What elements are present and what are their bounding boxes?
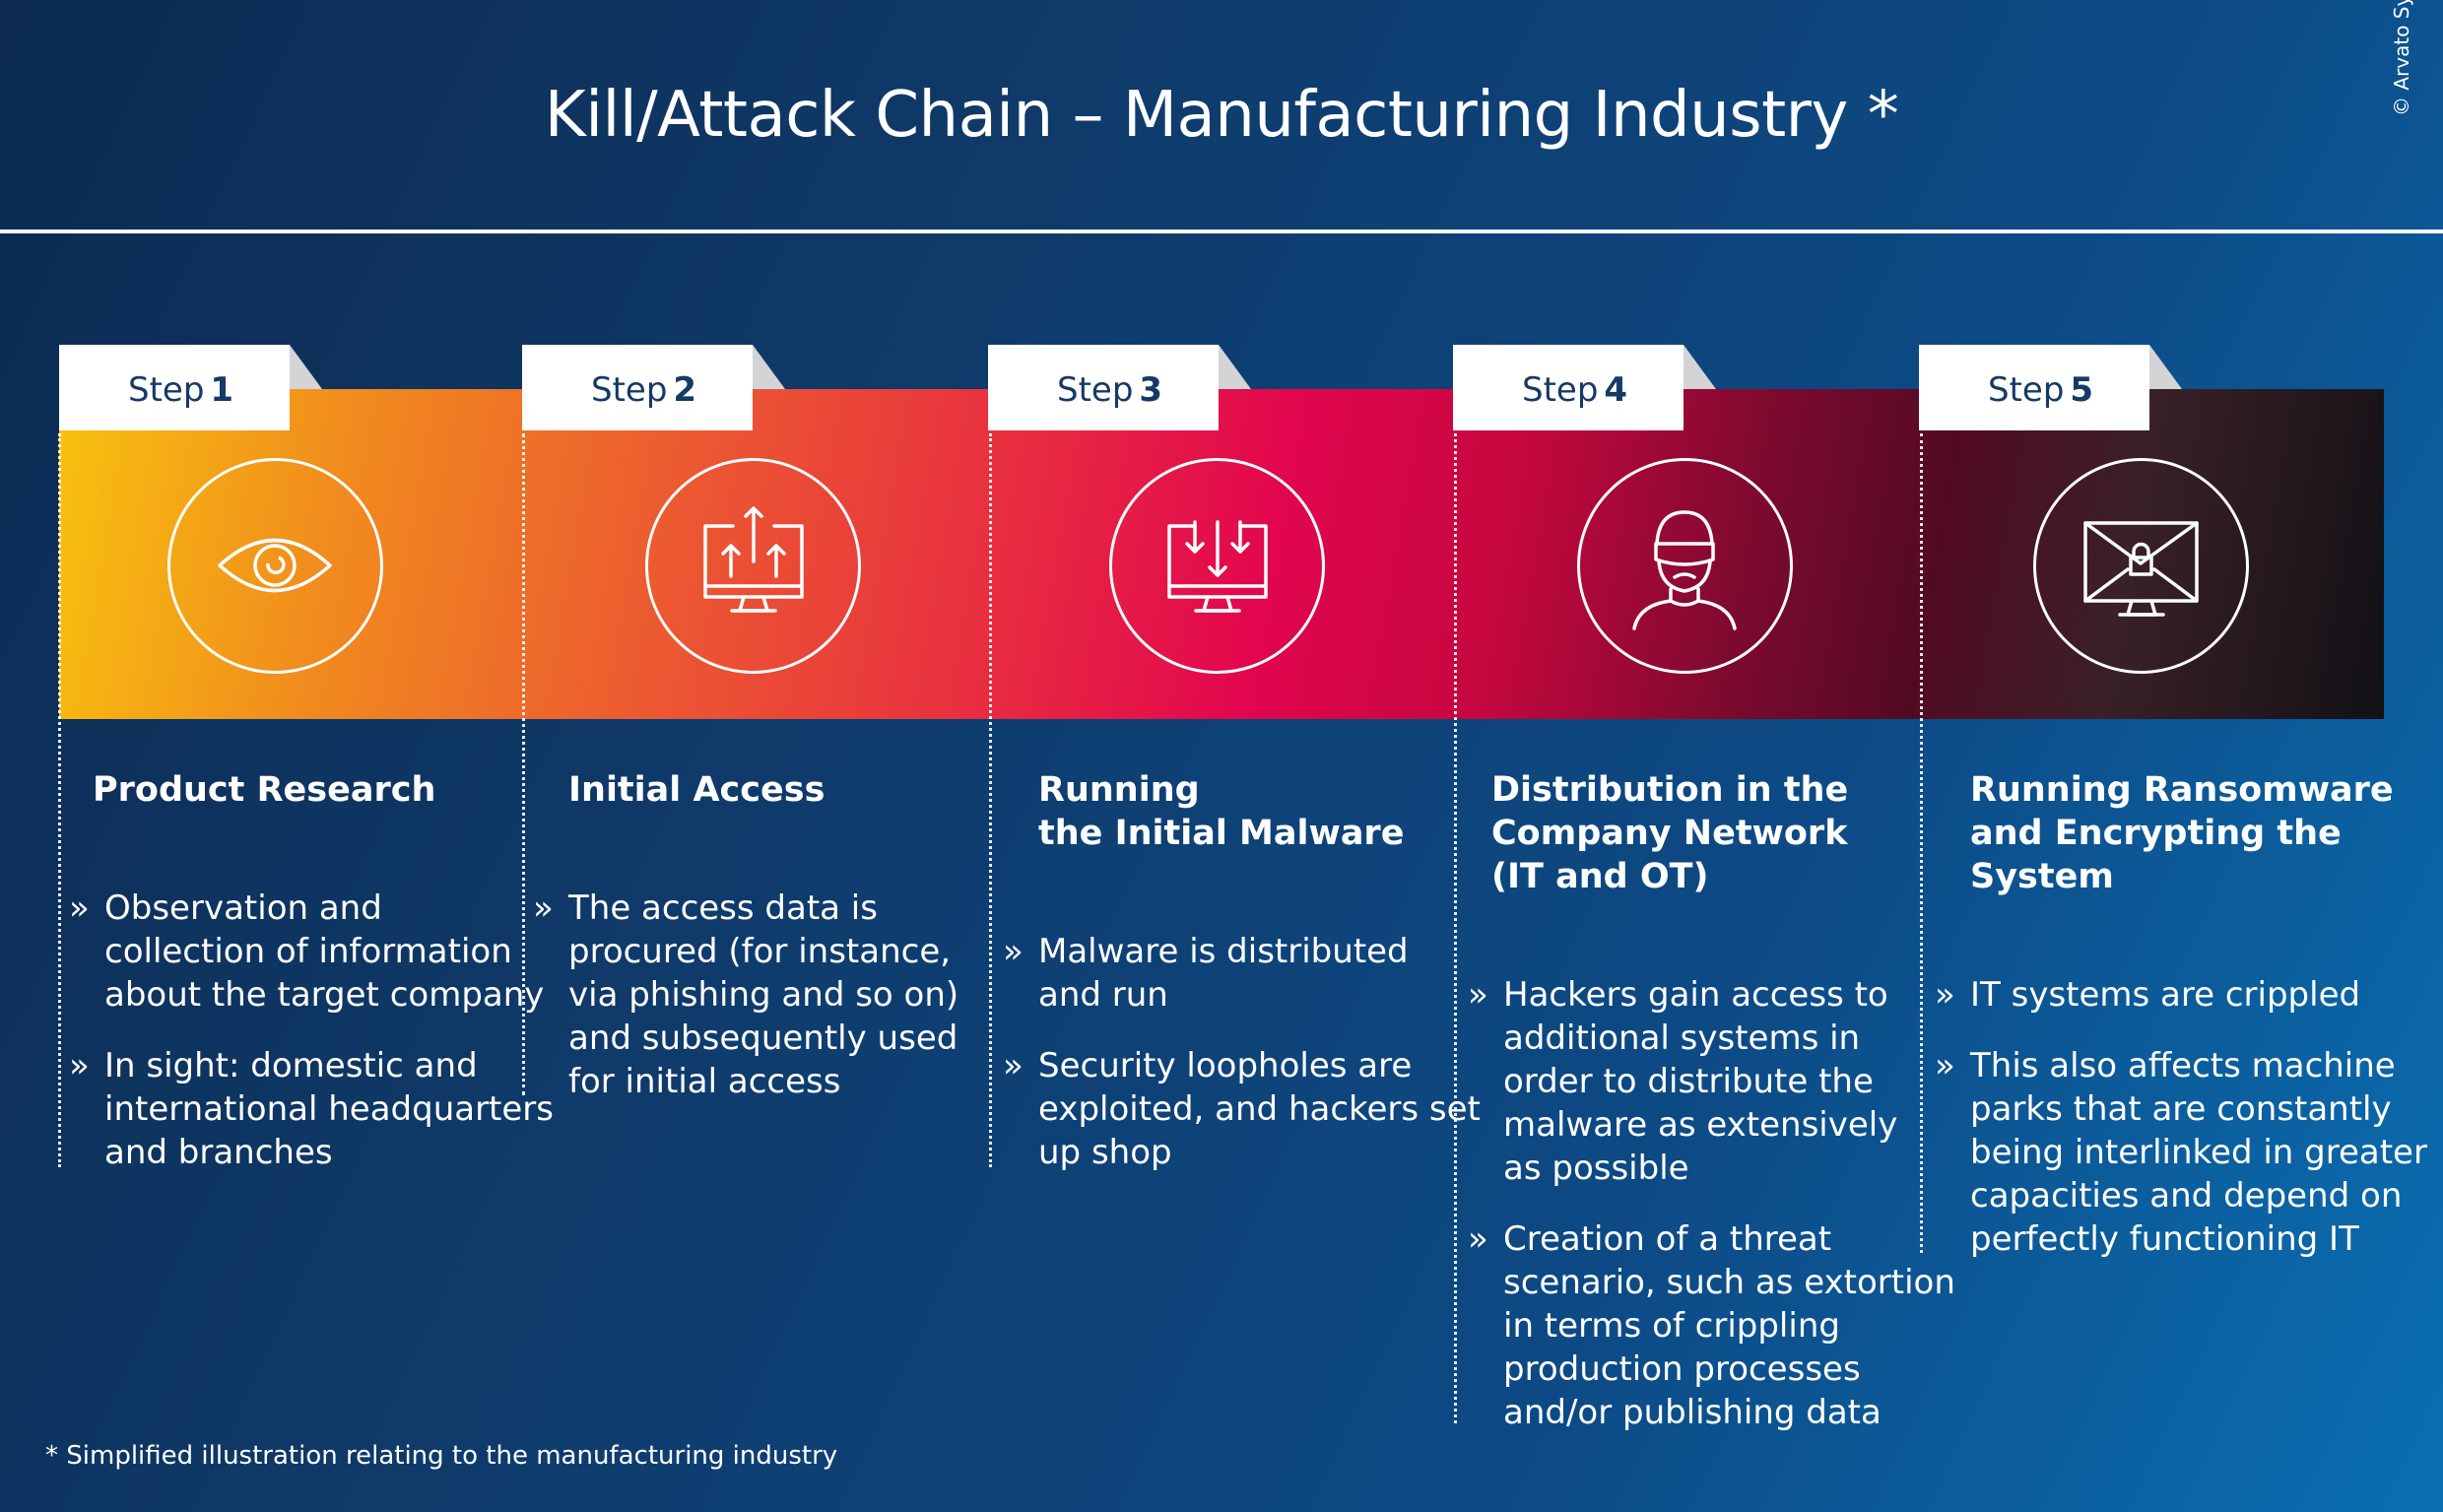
footnote: * Simplified illustration relating to th… [45, 1441, 838, 1471]
bullet-item: Creation of a threat scenario, such as e… [1468, 1217, 1955, 1434]
step-3-icon-circle [1109, 458, 1325, 674]
bullet-line: and branches [104, 1133, 333, 1172]
bullet-line: as possible [1503, 1149, 1689, 1188]
step-label: Step [1057, 370, 1134, 410]
step-5-icon-circle [2033, 458, 2249, 674]
step-number: 4 [1604, 370, 1628, 410]
step-separator [1454, 433, 1457, 1423]
step-label: Step [1988, 370, 2065, 410]
bullet-line: and/or publishing data [1503, 1393, 1882, 1432]
title-line: Product Research [93, 770, 436, 810]
step-4-icon-circle [1577, 458, 1793, 674]
bullet-line: up shop [1038, 1133, 1172, 1172]
step-2-title: Initial Access [568, 768, 825, 812]
bullet-line: about the target company [104, 975, 545, 1015]
title-divider [0, 230, 2443, 233]
monitor-upload-icon [703, 506, 804, 613]
step-separator [1920, 433, 1923, 1253]
step-number: 3 [1139, 370, 1163, 410]
bullet-line: Observation and [104, 888, 382, 928]
step-4-title: Distribution in the Company Network (IT … [1491, 768, 1848, 898]
step-tab-3: Step 3 [988, 345, 1251, 430]
bullet-item: Malware is distributed and run [1003, 930, 1481, 1017]
step-tab-1: Step 1 [59, 345, 322, 430]
eye-icon [218, 538, 332, 593]
step-number: 5 [2070, 370, 2094, 410]
hacker-icon [1632, 510, 1737, 630]
step-5-title: Running Ransomware and Encrypting the Sy… [1970, 768, 2394, 898]
step-label: Step [591, 370, 668, 410]
bullet-line: The access data is [568, 888, 878, 928]
step-1-title: Product Research [93, 768, 435, 812]
title-line: System [1970, 857, 2114, 896]
bullet-line: for initial access [568, 1062, 841, 1101]
bullet-line: in terms of crippling [1503, 1306, 1840, 1346]
step-1-bullets: Observation and collection of informatio… [69, 887, 554, 1202]
title-line: Running Ransomware [1970, 770, 2394, 810]
bullet-line: order to distribute the [1503, 1062, 1874, 1101]
bullet-line: additional systems in [1503, 1019, 1861, 1058]
title-line: Distribution in the [1491, 770, 1849, 810]
step-2-icon-circle [645, 458, 861, 674]
step-3-bullets: Malware is distributed and run Security … [1003, 930, 1481, 1202]
step-2-bullets: The access data is procured (for instanc… [533, 887, 958, 1131]
page-title: Kill/Attack Chain – Manufacturing Indust… [544, 79, 1899, 152]
bullet-item: The access data is procured (for instanc… [533, 887, 958, 1103]
step-separator [58, 433, 61, 1167]
bullet-item: In sight: domestic and international hea… [69, 1044, 554, 1174]
step-number: 2 [673, 370, 697, 410]
bullet-line: Hackers gain access to [1503, 975, 1888, 1015]
step-separator [522, 433, 525, 1095]
title-line: Running [1038, 770, 1200, 810]
bullet-item: Hackers gain access to additional system… [1468, 973, 1955, 1190]
bullet-line: Security loopholes are [1038, 1046, 1413, 1085]
bullet-line: parks that are constantly [1970, 1089, 2392, 1129]
step-number: 1 [210, 370, 234, 410]
monitor-download-icon [1167, 520, 1268, 613]
step-separator [989, 433, 992, 1167]
step-tab-4: Step 4 [1453, 345, 1716, 430]
bullet-line: Creation of a threat [1503, 1219, 1832, 1259]
bullet-line: Malware is distributed [1038, 932, 1409, 971]
step-3-title: Running the Initial Malware [1038, 768, 1404, 855]
copyright-notice: © Arvato Systems [2390, 0, 2413, 116]
bullet-line: In sight: domestic and [104, 1046, 478, 1085]
bullet-line: IT systems are crippled [1970, 975, 2361, 1015]
bullet-item: Security loopholes are exploited, and ha… [1003, 1044, 1481, 1174]
step-1-icon-circle [167, 458, 383, 674]
bullet-item: This also affects machine parks that are… [1935, 1044, 2427, 1261]
title-line: Company Network [1491, 814, 1848, 853]
bullet-line: and subsequently used [568, 1019, 958, 1058]
bullet-line: malware as extensively [1503, 1105, 1898, 1145]
bullet-line: production processes [1503, 1349, 1861, 1389]
step-tab-5: Step 5 [1919, 345, 2182, 430]
step-5-bullets: IT systems are crippled This also affect… [1935, 973, 2427, 1288]
bullet-line: international headquarters [104, 1089, 554, 1129]
bullet-line: exploited, and hackers set [1038, 1089, 1481, 1129]
step-label: Step [1522, 370, 1599, 410]
bullet-line: This also affects machine [1970, 1046, 2396, 1085]
bullet-line: and run [1038, 975, 1168, 1015]
step-tab-2: Step 2 [522, 345, 785, 430]
step-4-bullets: Hackers gain access to additional system… [1468, 973, 1955, 1462]
bullet-line: procured (for instance, [568, 932, 952, 971]
bullet-line: being interlinked in greater [1970, 1133, 2427, 1172]
title-line: and Encrypting the [1970, 814, 2342, 853]
bullet-item: IT systems are crippled [1935, 973, 2427, 1017]
title-line: the Initial Malware [1038, 814, 1405, 853]
bullet-line: perfectly functioning IT [1970, 1219, 2359, 1259]
bullet-line: scenario, such as extortion [1503, 1263, 1955, 1302]
bullet-line: via phishing and so on) [568, 975, 959, 1015]
bullet-item: Observation and collection of informatio… [69, 887, 554, 1017]
title-line: (IT and OT) [1491, 857, 1709, 896]
step-label: Step [128, 370, 205, 410]
monitor-lock-icon [2083, 521, 2199, 617]
bullet-line: collection of information [104, 932, 512, 971]
bullet-line: capacities and depend on [1970, 1176, 2403, 1216]
title-line: Initial Access [568, 770, 825, 810]
